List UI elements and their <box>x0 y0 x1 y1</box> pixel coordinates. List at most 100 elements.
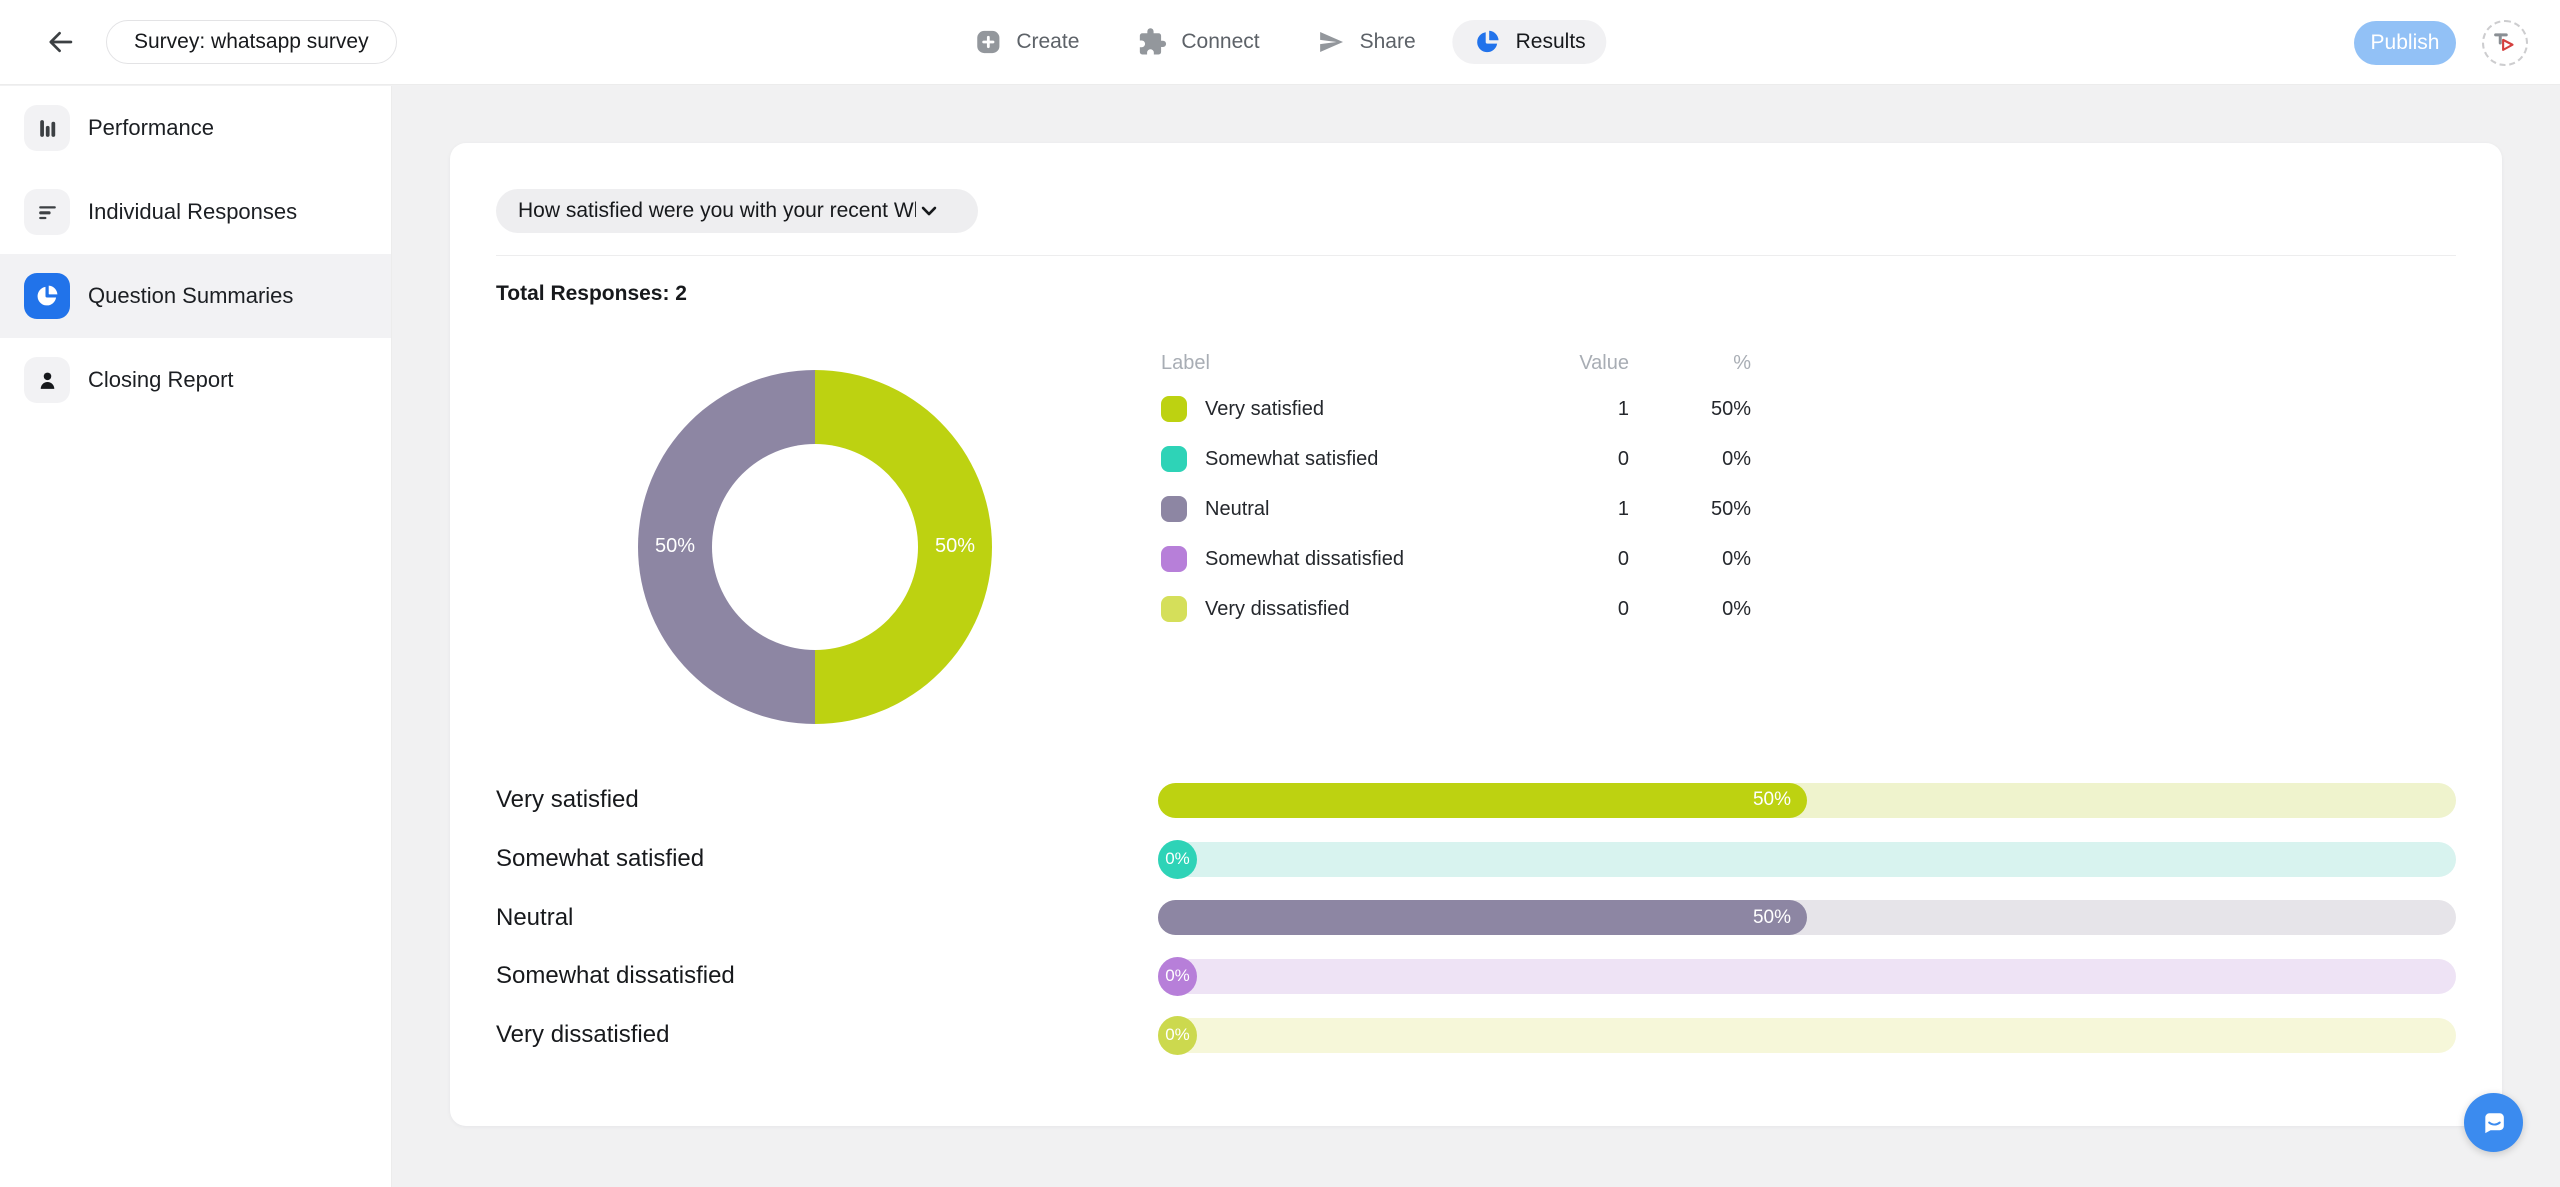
color-swatch <box>1161 496 1187 522</box>
tab-connect-label: Connect <box>1181 30 1260 53</box>
question-select-value: How satisfied were you with your recent … <box>518 199 916 222</box>
legend-value: 1 <box>1617 497 1629 520</box>
bar-row-somewhat-satisfied: Somewhat satisfied 0% <box>496 830 2456 889</box>
account-avatar[interactable] <box>2482 19 2528 66</box>
legend-row-very-satisfied: Very satisfied 1 50% <box>1161 384 1751 434</box>
results-sidebar: Performance Individual Responses Questio… <box>0 86 392 1187</box>
chat-bubble-icon <box>2484 1112 2504 1133</box>
bar-row-very-satisfied: Very satisfied 50% <box>496 771 2456 830</box>
sidebar-item-performance[interactable]: Performance <box>0 86 391 170</box>
legend-row-neutral: Neutral 1 50% <box>1161 484 1751 534</box>
legend-pct: 0% <box>1722 447 1751 470</box>
tab-results-label: Results <box>1515 30 1586 53</box>
legend-value: 0 <box>1617 547 1629 570</box>
bar-zero-badge: 0% <box>1158 839 1197 879</box>
satisfaction-donut-chart: 50% 50% <box>638 370 992 724</box>
tab-share-label: Share <box>1359 30 1416 53</box>
card-divider <box>496 255 2456 256</box>
person-icon <box>24 357 70 403</box>
legend-pct: 50% <box>1710 397 1751 420</box>
pie-chart-icon <box>24 273 70 319</box>
question-summary-card: How satisfied were you with your recent … <box>450 143 2502 1126</box>
bar-label: Very satisfied <box>496 786 639 814</box>
legend-header-label: Label <box>1161 351 1210 374</box>
plus-square-icon <box>977 30 1000 54</box>
legend-label: Very satisfied <box>1205 397 1324 420</box>
chevron-down-icon <box>921 206 937 216</box>
brand-logo-icon <box>2494 32 2514 51</box>
chat-launcher-button[interactable] <box>2464 1093 2523 1152</box>
bar-track: 50% <box>1158 782 2456 818</box>
tab-create[interactable]: Create <box>953 20 1100 64</box>
sidebar-item-label: Performance <box>88 115 214 140</box>
donut-slice-label-very-satisfied: 50% <box>934 535 976 557</box>
bar-row-very-dissatisfied: Very dissatisfied 0% <box>496 1006 2456 1065</box>
tab-bar: Create Connect Share Results <box>953 20 1607 64</box>
legend-label: Very dissatisfied <box>1205 597 1350 620</box>
bar-value-label: 50% <box>1752 906 1791 928</box>
bar-fill: 50% <box>1158 782 1807 818</box>
bar-track: 50% <box>1158 900 2456 936</box>
survey-title-pill[interactable]: Survey: whatsapp survey <box>106 20 397 64</box>
pie-chart-icon <box>1477 30 1499 53</box>
puzzle-icon <box>1139 28 1167 55</box>
question-select-dropdown[interactable]: How satisfied were you with your recent … <box>496 189 978 233</box>
percentage-bars: Very satisfied 50% Somewhat satisfied 0%… <box>496 771 2456 1064</box>
legend-pct: 0% <box>1722 547 1751 570</box>
legend-row-somewhat-satisfied: Somewhat satisfied 0 0% <box>1161 434 1751 484</box>
color-swatch <box>1161 596 1187 622</box>
legend-row-somewhat-dissatisfied: Somewhat dissatisfied 0 0% <box>1161 534 1751 584</box>
bar-zero-badge: 0% <box>1158 1015 1197 1055</box>
bar-label: Very dissatisfied <box>496 1021 670 1049</box>
bar-track: 0% <box>1158 1015 2456 1055</box>
legend-value: 0 <box>1617 447 1629 470</box>
legend-label: Somewhat satisfied <box>1205 447 1379 470</box>
bar-value-label: 50% <box>1752 789 1791 811</box>
bar-value-label: 0% <box>1165 849 1190 869</box>
sidebar-item-label: Individual Responses <box>88 199 298 224</box>
back-button[interactable] <box>44 25 78 59</box>
legend-pct: 50% <box>1710 497 1751 520</box>
color-swatch <box>1161 446 1187 472</box>
publish-button[interactable]: Publish <box>2354 20 2456 65</box>
list-lines-icon <box>24 189 70 235</box>
legend-value: 0 <box>1617 597 1629 620</box>
legend-table: Label Value % Very satisfied 1 50% Somew… <box>1161 350 1751 634</box>
back-arrow-icon <box>49 31 73 53</box>
topbar-right: Publish <box>2354 0 2528 85</box>
bar-track: 0% <box>1158 839 2456 879</box>
bar-zero-badge: 0% <box>1158 956 1197 996</box>
tab-connect[interactable]: Connect <box>1116 20 1280 64</box>
legend-label: Somewhat dissatisfied <box>1205 547 1404 570</box>
bar-label: Somewhat dissatisfied <box>496 962 735 990</box>
bar-chart-icon <box>24 105 70 151</box>
tab-results[interactable]: Results <box>1452 20 1607 64</box>
bar-value-label: 0% <box>1165 966 1190 986</box>
legend-header-pct: % <box>1733 351 1751 374</box>
sidebar-item-label: Question Summaries <box>88 283 294 308</box>
bar-fill: 50% <box>1158 900 1807 936</box>
legend-pct: 0% <box>1722 597 1751 620</box>
donut-slice-label-neutral: 50% <box>654 535 696 557</box>
sidebar-item-question-summaries[interactable]: Question Summaries <box>0 254 391 338</box>
color-swatch <box>1161 396 1187 422</box>
sidebar-item-individual-responses[interactable]: Individual Responses <box>0 170 391 254</box>
bar-row-neutral: Neutral 50% <box>496 888 2456 947</box>
publish-label: Publish <box>2370 30 2440 54</box>
tab-share[interactable]: Share <box>1297 20 1437 64</box>
bar-row-somewhat-dissatisfied: Somewhat dissatisfied 0% <box>496 947 2456 1006</box>
survey-title: Survey: whatsapp survey <box>134 30 369 53</box>
legend-value: 1 <box>1617 397 1629 420</box>
sidebar-item-label: Closing Report <box>88 367 234 392</box>
bar-value-label: 0% <box>1165 1025 1190 1045</box>
legend-label: Neutral <box>1205 497 1270 520</box>
color-swatch <box>1161 546 1187 572</box>
tab-create-label: Create <box>1016 30 1080 53</box>
bar-track: 0% <box>1158 956 2456 996</box>
topbar: Survey: whatsapp survey Create Connect S… <box>0 0 2560 85</box>
paper-plane-icon <box>1320 31 1344 53</box>
bar-label: Neutral <box>496 903 574 931</box>
legend-header-value: Value <box>1579 351 1629 374</box>
sidebar-item-closing-report[interactable]: Closing Report <box>0 338 391 422</box>
legend-row-very-dissatisfied: Very dissatisfied 0 0% <box>1161 584 1751 634</box>
